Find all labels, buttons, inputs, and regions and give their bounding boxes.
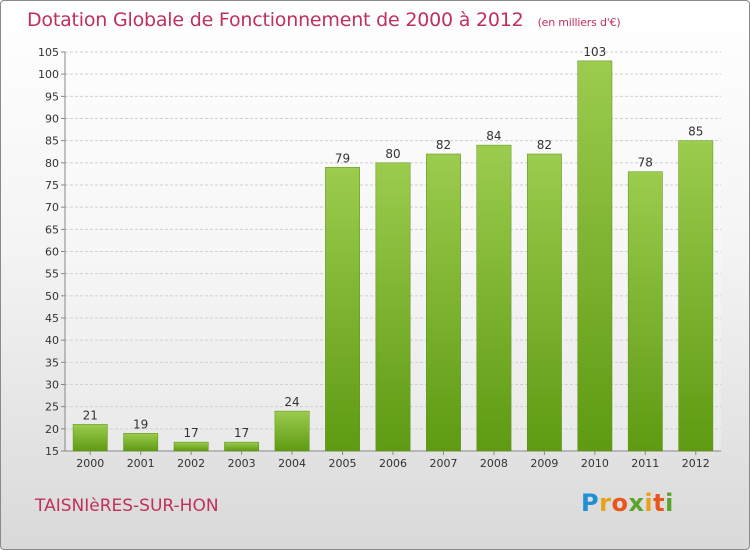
- y-tick-label: 75: [45, 179, 59, 192]
- bar-value-label: 80: [385, 147, 400, 161]
- y-tick-label: 65: [45, 223, 59, 236]
- y-tick-label: 105: [38, 46, 59, 59]
- bar-value-label: 79: [335, 151, 350, 165]
- bar: [526, 153, 562, 452]
- x-tick-label: 2008: [480, 457, 508, 470]
- bar: [426, 153, 461, 452]
- bar: [325, 167, 360, 452]
- bar-value-label: 17: [234, 426, 249, 440]
- x-tick-label: 2010: [581, 457, 609, 470]
- chart-title: Dotation Globale de Fonctionnement de 20…: [27, 9, 621, 31]
- bar-value-label: 24: [284, 395, 299, 409]
- x-tick-label: 2000: [76, 457, 104, 470]
- chart-title-text: Dotation Globale de Fonctionnement de 20…: [27, 9, 524, 31]
- x-tick-label: 2003: [228, 457, 256, 470]
- bar-value-label: 17: [184, 426, 199, 440]
- bar-value-label: 103: [583, 45, 606, 59]
- bar-value-label: 78: [638, 156, 653, 170]
- bar: [224, 441, 260, 452]
- x-tick-label: 2006: [379, 457, 407, 470]
- bar-value-label: 82: [436, 138, 451, 152]
- logo-letter: i: [665, 489, 674, 517]
- bar-value-label: 82: [537, 138, 552, 152]
- y-tick-label: 95: [45, 90, 59, 103]
- y-tick-label: 25: [45, 401, 59, 414]
- x-tick-label: 2004: [278, 457, 306, 470]
- y-tick-label: 35: [45, 356, 59, 369]
- y-tick-label: 85: [45, 135, 59, 148]
- bar-value-label: 84: [486, 129, 501, 143]
- bar-value-label: 21: [83, 408, 98, 422]
- bar-value-label: 85: [688, 125, 703, 139]
- y-tick-label: 45: [45, 312, 59, 325]
- y-tick-label: 90: [45, 113, 59, 126]
- y-tick-label: 40: [45, 334, 59, 347]
- x-tick-label: 2001: [127, 457, 155, 470]
- bar: [123, 433, 159, 452]
- x-tick-label: 2011: [631, 457, 659, 470]
- bar: [577, 60, 613, 452]
- x-tick-label: 2002: [177, 457, 205, 470]
- y-tick-label: 60: [45, 246, 59, 259]
- x-tick-label: 2012: [682, 457, 710, 470]
- x-tick-label: 2007: [429, 457, 457, 470]
- logo-letter: P: [581, 489, 600, 517]
- bar: [678, 140, 714, 452]
- x-tick-label: 2005: [329, 457, 357, 470]
- y-tick-label: 80: [45, 157, 59, 170]
- logo-letter: i: [644, 489, 654, 517]
- y-tick-label: 15: [45, 445, 59, 458]
- chart-unit: (en milliers d'€): [537, 16, 621, 29]
- logo-letter: x: [628, 489, 645, 517]
- bar: [476, 144, 512, 452]
- y-tick-label: 55: [45, 268, 59, 281]
- proxiti-logo: Proxiti: [581, 489, 674, 517]
- y-tick-label: 50: [45, 290, 59, 303]
- bar: [173, 441, 209, 452]
- logo-letter: r: [599, 489, 612, 517]
- bar: [375, 162, 411, 452]
- y-tick-label: 30: [45, 379, 59, 392]
- logo-letter: t: [653, 489, 666, 517]
- bar-value-label: 19: [133, 417, 148, 431]
- x-tick-label: 2009: [530, 457, 558, 470]
- bar: [627, 171, 663, 452]
- y-tick-label: 100: [38, 68, 59, 81]
- bar: [274, 410, 310, 452]
- logo-letter: o: [611, 489, 629, 517]
- commune-name: TAISNIèRES-SUR-HON: [35, 496, 219, 516]
- y-tick-label: 20: [45, 423, 59, 436]
- bar: [72, 424, 108, 452]
- y-tick-label: 70: [45, 201, 59, 214]
